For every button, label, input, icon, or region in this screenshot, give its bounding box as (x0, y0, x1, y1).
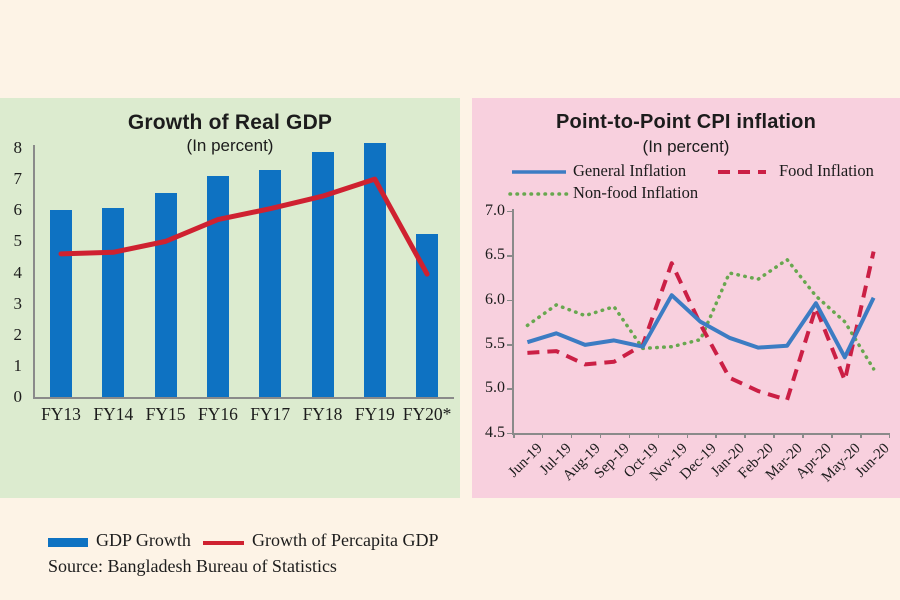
cpi-lines (525, 251, 876, 402)
y-tick-label: 6.0 (485, 290, 505, 308)
x-tick-mark (888, 433, 891, 438)
gdp-bar (311, 152, 334, 397)
x-tick-label: FY17 (250, 404, 291, 424)
x-tick-mark (628, 433, 631, 438)
gdp-growth-legend-swatch (48, 538, 88, 547)
gdp-bar (259, 170, 282, 397)
gdp-plot-area: 0 1 2 3 4 5 6 7 8 FY13 FY14 FY15 FY16 FY17 FY18 FY19 FY2… (0, 98, 460, 498)
gdp-chart-panel: Growth of Real GDP (In percent) 0 1 2 3 4 5 6 7… (0, 98, 460, 576)
y-tick-label: 6.5 (485, 246, 505, 264)
gdp-chart-subtitle: (In percent) (186, 136, 274, 155)
gdp-bar (363, 143, 386, 397)
y-tick-label: 7 (13, 169, 23, 189)
legend-line (508, 192, 569, 196)
cpi-chart-title: Point-to-Point CPI inflation (556, 111, 816, 133)
y-axis-line (512, 209, 514, 434)
x-tick-mark (860, 433, 862, 438)
y-tick-mark (507, 210, 512, 213)
percapita-legend-swatch (203, 541, 244, 545)
y-tick-label: 2 (13, 324, 23, 344)
gdp-chart-title: Growth of Real GDP (127, 111, 333, 134)
x-tick-mark (599, 433, 602, 438)
x-axis-line (512, 433, 889, 435)
food-inflation-legend-label: Food Inflation (779, 161, 874, 180)
x-tick-mark (773, 433, 775, 438)
x-axis-line (33, 397, 454, 399)
gdp-bar (102, 208, 125, 397)
x-tick-mark (686, 433, 689, 438)
x-tick-label: FY14 (93, 404, 134, 424)
x-tick-mark (802, 433, 804, 438)
y-tick-mark (507, 255, 512, 257)
y-tick-label: 1 (13, 355, 23, 375)
cpi-chart-panel: Point-to-Point CPI inflation (In percent… (472, 98, 900, 498)
x-tick-label: FY18 (302, 404, 343, 424)
gdp-growth-legend-label: GDP Growth (96, 530, 191, 550)
legend-line (512, 170, 566, 174)
x-tick-label: FY15 (145, 404, 186, 424)
source-note: Source: Bangladesh Bureau of Statistics (48, 556, 337, 576)
percapita-legend-label: Growth of Percapita GDP (252, 530, 439, 550)
y-tick-label: 4.5 (485, 423, 505, 441)
general-inflation-legend-label: General Inflation (573, 161, 687, 180)
x-tick-mark (744, 433, 746, 438)
y-tick-label: 8 (13, 138, 23, 157)
y-tick-mark (507, 344, 512, 346)
gdp-bar (50, 209, 72, 397)
y-tick-label: 7.0 (485, 201, 505, 219)
y-tick-label: 0 (13, 387, 23, 406)
y-tick-label: 6 (13, 200, 23, 220)
percapita-line (58, 176, 430, 277)
cpi-chart-subtitle: (In percent) (642, 137, 730, 156)
x-tick-label: FY19 (354, 404, 395, 424)
gdp-bar (416, 233, 439, 397)
gdp-bar (206, 175, 229, 397)
legend-line (718, 170, 766, 174)
y-axis-line (33, 145, 35, 398)
y-tick-mark (507, 388, 512, 390)
y-tick-label: 5.0 (485, 379, 505, 397)
x-tick-mark (657, 433, 660, 438)
y-tick-label: 5 (13, 231, 23, 251)
cpi-plot-area: 4.5 5.0 5.5 6.0 6.5 7.0 Jun-19 Jul-19 Aug-19 Sep-… (472, 98, 900, 498)
nonfood-inflation-legend-label: Non-food Inflation (573, 183, 699, 202)
x-tick-label: FY20* (402, 404, 452, 424)
x-tick-label: FY16 (197, 404, 238, 424)
y-tick-label: 3 (13, 293, 23, 313)
y-tick-mark (507, 299, 512, 302)
x-tick-mark (570, 433, 573, 438)
y-tick-label: 4 (13, 262, 23, 282)
x-tick-mark (541, 433, 544, 438)
y-tick-label: 5.5 (485, 335, 505, 352)
x-tick-mark (715, 433, 717, 438)
y-tick-mark (507, 432, 512, 435)
x-tick-label: FY13 (41, 404, 81, 424)
x-tick-mark (831, 433, 833, 438)
x-tick-mark (513, 433, 515, 438)
